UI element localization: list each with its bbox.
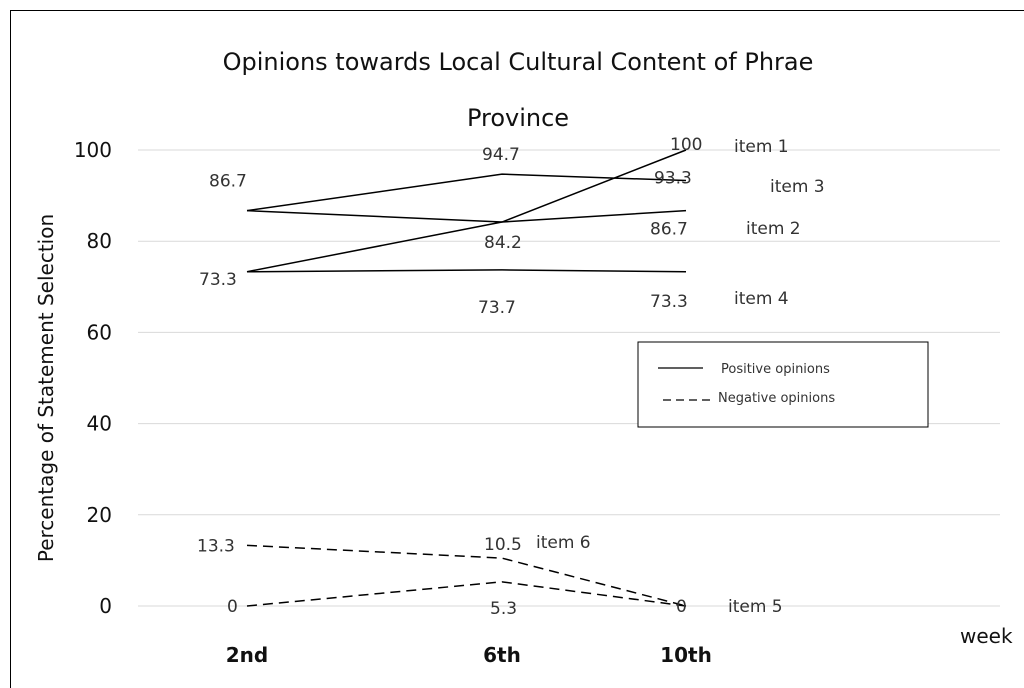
data-label: 93.3 [654, 169, 692, 189]
data-label: 86.7 [209, 172, 247, 192]
series-label-item-6: item 6 [536, 533, 591, 553]
data-label: 73.3 [650, 292, 688, 312]
y-tick-label: 0 [99, 594, 112, 618]
data-label: 73.7 [478, 298, 516, 318]
series-label-item-3: item 3 [770, 177, 825, 197]
y-axis-label: Percentage of Statement Selection [34, 214, 58, 562]
series-label-item-4: item 4 [734, 289, 789, 309]
series-line-item-4 [246, 269, 687, 273]
series-line-item-1 [246, 149, 687, 273]
data-label: 0 [227, 597, 238, 617]
x-tick-label: 6th [483, 643, 521, 667]
data-label: 0 [676, 597, 687, 617]
series-label-item-1: item 1 [734, 137, 789, 157]
legend-entry-negative: Negative opinions [718, 391, 835, 406]
data-label: 73.3 [199, 270, 237, 290]
x-tick-label: 2nd [226, 643, 268, 667]
data-label: 10.5 [484, 535, 522, 555]
y-tick-label: 20 [87, 503, 112, 527]
series-line-item-2 [246, 209, 687, 223]
series-line-item-5 [246, 581, 687, 607]
data-label: 84.2 [484, 233, 522, 253]
y-tick-label: 80 [87, 229, 112, 253]
y-tick-label: 100 [74, 138, 112, 162]
series-line-item-6 [246, 544, 687, 607]
chart-title-line1: Opinions towards Local Cultural Content … [223, 48, 814, 76]
legend-box [637, 341, 929, 428]
y-tick-label: 40 [87, 412, 112, 436]
data-label: 86.7 [650, 220, 688, 240]
chart-frame [10, 10, 1024, 688]
data-label: 5.3 [490, 599, 517, 619]
series-label-item-5: item 5 [728, 597, 783, 617]
x-axis-label: week [960, 624, 1013, 648]
data-label: 94.7 [482, 145, 520, 165]
legend: Positive opinions Negative opinions [637, 341, 929, 428]
legend-entry-positive: Positive opinions [721, 362, 830, 377]
data-label: 100 [670, 135, 702, 155]
series-label-item-2: item 2 [746, 219, 801, 239]
y-tick-label: 60 [87, 320, 112, 344]
series-line-item-3 [246, 173, 687, 212]
data-label: 13.3 [197, 536, 235, 556]
x-tick-label: 10th [660, 643, 712, 667]
chart-title-line2: Province [467, 104, 569, 132]
